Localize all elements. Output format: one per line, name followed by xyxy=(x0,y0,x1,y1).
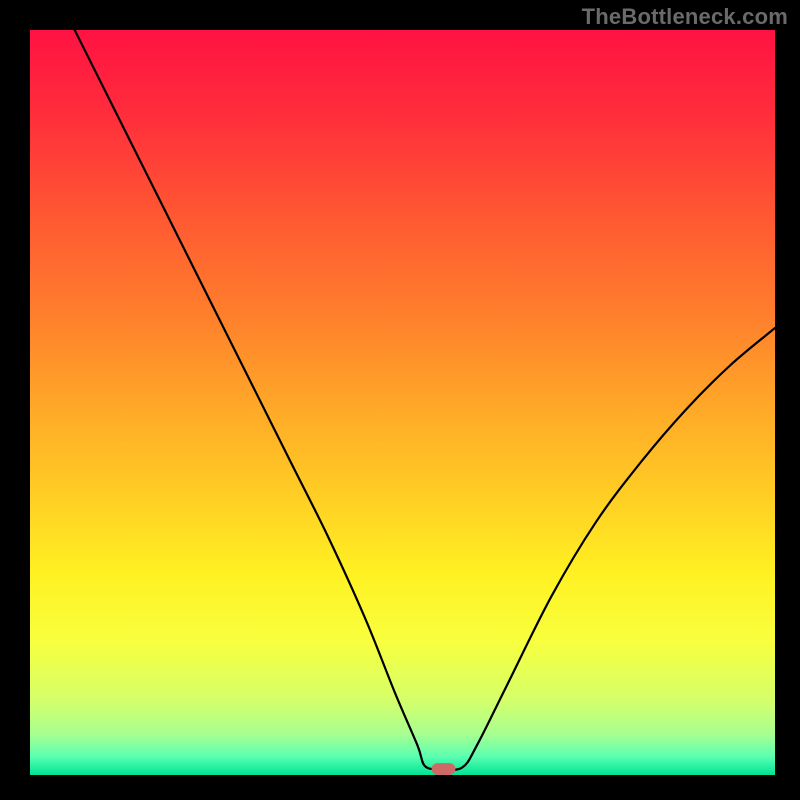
watermark-text: TheBottleneck.com xyxy=(582,4,788,30)
chart-background xyxy=(30,30,775,775)
trough-marker xyxy=(432,763,456,775)
chart-frame: TheBottleneck.com xyxy=(0,0,800,800)
bottleneck-chart xyxy=(30,30,775,775)
